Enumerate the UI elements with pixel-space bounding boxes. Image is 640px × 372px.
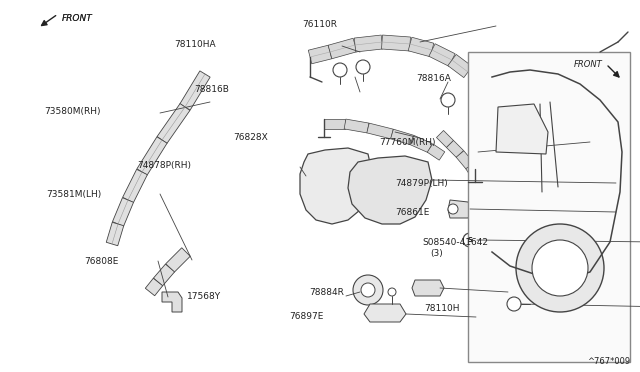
Polygon shape [429,44,455,66]
Text: 77760M(RH): 77760M(RH) [379,138,435,147]
Polygon shape [145,278,163,296]
Circle shape [388,288,396,296]
Circle shape [441,93,455,107]
Polygon shape [154,264,175,286]
Polygon shape [308,45,332,64]
Bar [332,163,340,181]
Polygon shape [436,131,454,148]
Polygon shape [410,135,432,153]
Polygon shape [447,141,463,157]
Polygon shape [448,200,472,218]
Circle shape [333,63,347,77]
Text: (3): (3) [430,249,443,258]
Text: 76828X: 76828X [233,133,268,142]
Text: FRONT: FRONT [62,13,93,22]
Polygon shape [448,54,472,78]
Polygon shape [412,280,444,296]
Circle shape [507,297,521,311]
Polygon shape [364,304,406,322]
Polygon shape [390,129,413,145]
Text: FRONT: FRONT [62,13,93,22]
Circle shape [448,204,458,214]
Polygon shape [180,71,210,110]
Circle shape [356,60,370,74]
Circle shape [361,283,375,297]
Polygon shape [137,137,167,175]
Bar [384,188,392,204]
Circle shape [532,240,588,296]
Circle shape [516,224,604,312]
Polygon shape [466,163,479,177]
Text: 76861E: 76861E [396,208,430,217]
Text: 73580M(RH): 73580M(RH) [45,107,101,116]
Polygon shape [123,169,147,203]
Text: 76897E: 76897E [289,312,323,321]
Polygon shape [344,119,369,133]
Text: 78816A: 78816A [416,74,451,83]
Polygon shape [456,151,474,169]
Circle shape [353,275,383,305]
Text: ^767*009: ^767*009 [588,357,630,366]
Text: 76808E: 76808E [84,257,118,266]
Bar [316,163,324,181]
Polygon shape [166,248,190,272]
Text: 73581M(LH): 73581M(LH) [46,190,101,199]
Text: 74879P(LH): 74879P(LH) [396,179,448,187]
Polygon shape [496,104,548,154]
Polygon shape [354,35,383,52]
Polygon shape [162,292,182,312]
Polygon shape [381,35,410,51]
Polygon shape [367,123,393,139]
Text: 74878P(RH): 74878P(RH) [137,161,191,170]
Circle shape [463,233,477,247]
Polygon shape [348,156,432,224]
Polygon shape [113,198,134,226]
Polygon shape [300,148,372,224]
Text: 78110H: 78110H [424,304,460,312]
Bar [366,188,374,204]
Bar [332,185,340,203]
Polygon shape [324,119,345,129]
Text: FRONT: FRONT [573,60,602,68]
Text: 17568Y: 17568Y [187,292,221,301]
Bar [316,185,324,203]
Bar [468,52,630,362]
Text: 78110HA: 78110HA [175,40,216,49]
Bar [401,177,409,191]
Polygon shape [157,103,190,144]
Text: 78884R: 78884R [309,288,344,297]
Polygon shape [328,38,357,59]
Text: 76110R: 76110R [303,20,337,29]
Text: 78816B: 78816B [195,85,229,94]
Bar [366,169,374,185]
Polygon shape [106,222,124,246]
Polygon shape [428,144,445,160]
Text: S: S [467,237,472,243]
Bar [384,169,392,185]
Text: S08540-41642: S08540-41642 [422,238,488,247]
Polygon shape [408,37,434,57]
